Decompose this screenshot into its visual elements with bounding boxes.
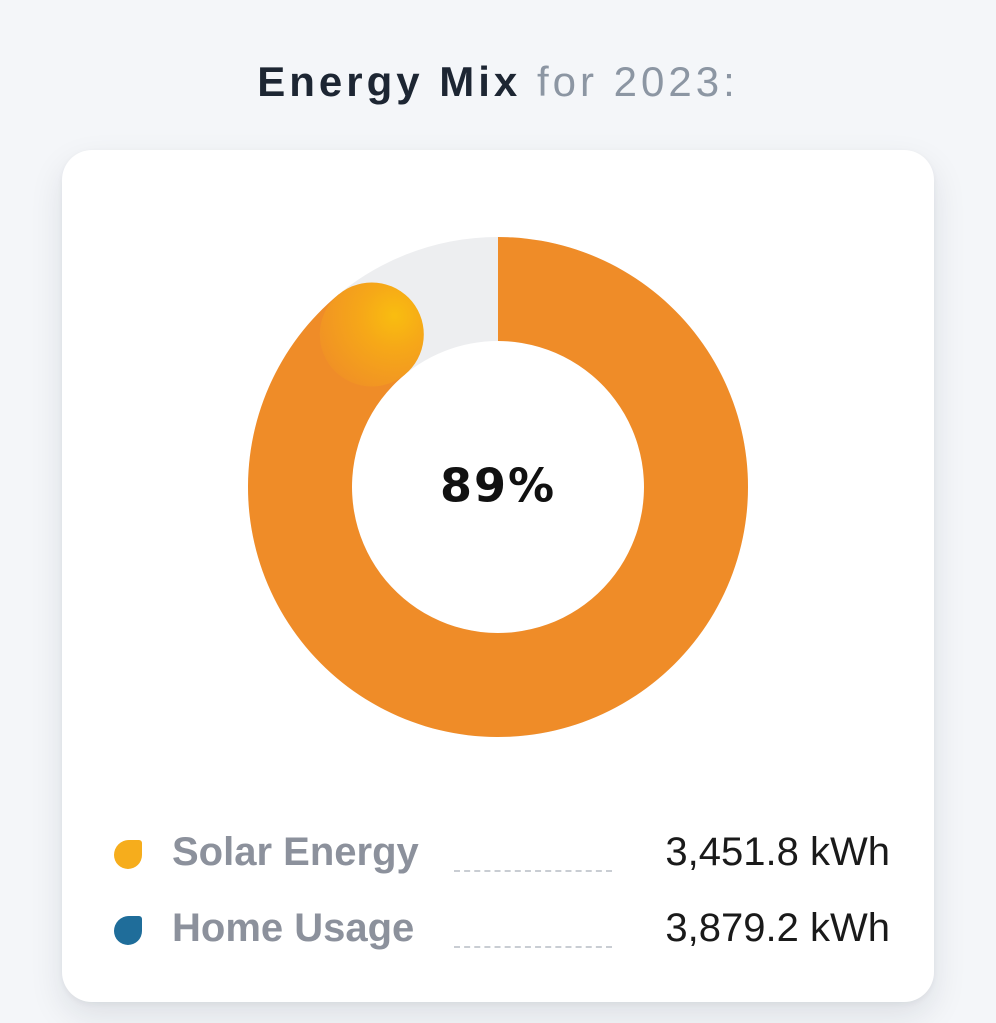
droplet-icon xyxy=(114,916,142,945)
legend-value-home-usage: 3,879.2 kWh xyxy=(665,906,890,950)
center-percentage: 89% xyxy=(440,459,556,513)
arc-end-cap xyxy=(319,282,424,387)
legend-value-solar: 3,451.8 kWh xyxy=(665,830,890,874)
page-title: Energy Mix for 2023: xyxy=(0,58,996,106)
legend-label-solar: Solar Energy xyxy=(172,830,419,874)
energy-mix-card: 89% Solar Energy 3,451.8 kWh Home Usage … xyxy=(62,150,934,1002)
legend-label-home-usage: Home Usage xyxy=(172,906,415,950)
page-title-year: for 2023: xyxy=(536,58,739,105)
droplet-icon xyxy=(114,840,142,869)
page-title-strong: Energy Mix xyxy=(257,58,522,105)
donut-chart: 89% xyxy=(248,237,748,737)
legend-item-home-usage: Home Usage 3,879.2 kWh xyxy=(110,902,890,958)
legend: Solar Energy 3,451.8 kWh Home Usage 3,87… xyxy=(110,826,890,978)
legend-leader-line xyxy=(454,870,612,872)
legend-leader-line xyxy=(454,946,612,948)
legend-item-solar: Solar Energy 3,451.8 kWh xyxy=(110,826,890,882)
